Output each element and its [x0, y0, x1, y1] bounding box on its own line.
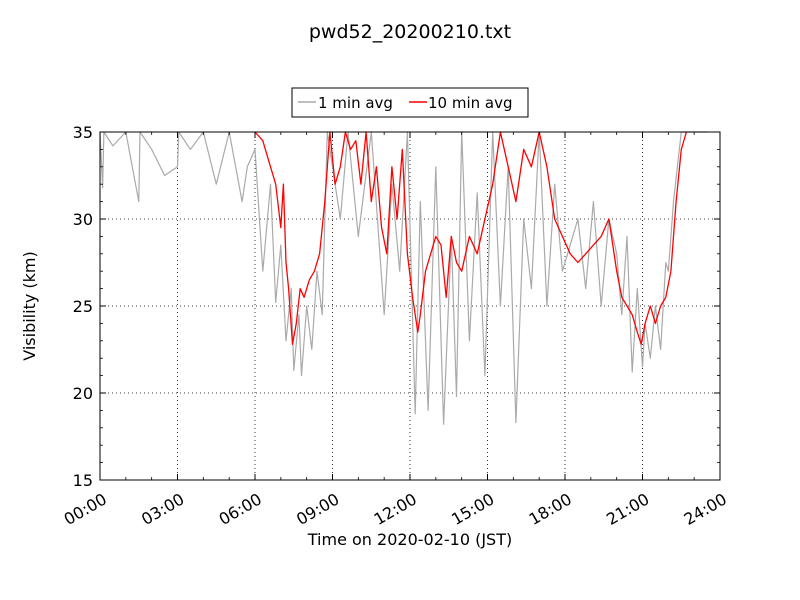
x-tick-label: 15:00 [448, 489, 497, 529]
x-tick-label: 09:00 [293, 489, 342, 529]
x-tick-label: 00:00 [61, 489, 110, 529]
x-tick-label: 12:00 [371, 489, 420, 529]
y-tick-label: 20 [73, 384, 93, 403]
x-tick-label: 06:00 [216, 489, 265, 529]
x-tick-label: 03:00 [138, 489, 187, 529]
chart-title: pwd52_20200210.txt [309, 21, 511, 43]
x-axis-label: Time on 2020-02-10 (JST) [307, 530, 512, 549]
y-tick-label: 25 [73, 297, 93, 316]
series-layer [99, 131, 708, 425]
y-tick-label: 30 [73, 210, 93, 229]
y-tick-label: 15 [73, 471, 93, 490]
series-line-1min-avg [99, 131, 708, 425]
legend-label-1min: 1 min avg [318, 94, 393, 112]
legend-label-10min: 10 min avg [428, 94, 513, 112]
x-tick-label: 24:00 [681, 489, 730, 529]
legend: 1 min avg 10 min avg [291, 87, 529, 118]
y-axis-label: Visibility (km) [20, 251, 39, 360]
axis-ticks: 00:00 03:00 06:00 09:00 12:00 15:00 18:00 21:00… [61, 123, 730, 529]
y-tick-label: 35 [73, 123, 93, 142]
x-tick-label: 21:00 [603, 489, 652, 529]
grid [100, 132, 720, 480]
series-line-10min-avg [254, 131, 688, 345]
x-tick-label: 18:00 [526, 489, 575, 529]
